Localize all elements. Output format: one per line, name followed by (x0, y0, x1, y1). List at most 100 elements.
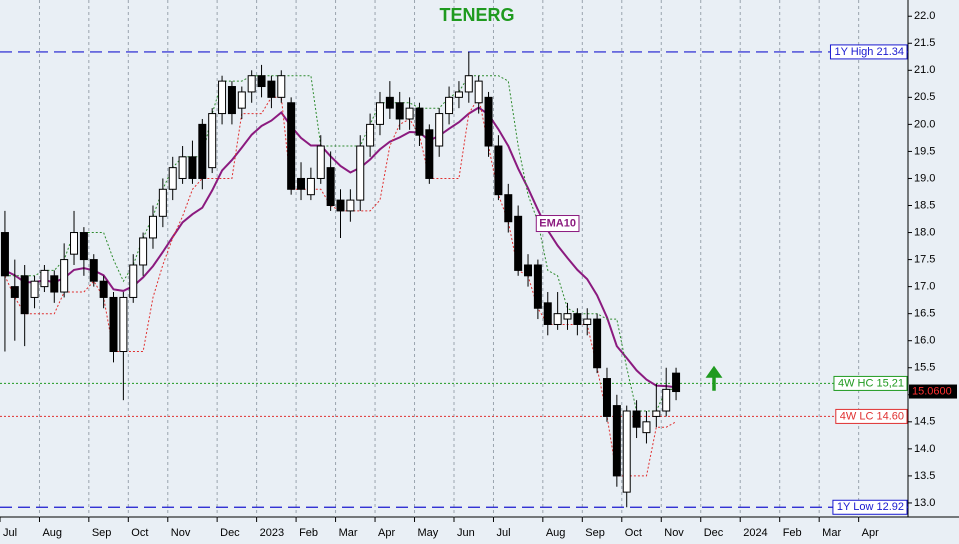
candle-body (405, 107, 414, 120)
plot-area (0, 51, 908, 508)
candle-body (0, 232, 9, 277)
x-tick-label: Oct (625, 527, 642, 539)
candle-body (622, 410, 631, 493)
candle-body (543, 302, 552, 325)
x-tick-label: Feb (299, 527, 318, 539)
candle-body (257, 75, 266, 88)
x-tick-label: Oct (131, 527, 148, 539)
ema-label-box (535, 215, 580, 233)
overlay: 1Y High 21.34 4W HC 15,21 4W LC 14.60 1Y Lo… (535, 44, 957, 515)
y-tick-label: 20.5 (914, 91, 935, 103)
candle-body (218, 80, 227, 115)
candle-body (484, 96, 493, 147)
reference-label-box (832, 499, 908, 515)
candle-body (425, 129, 434, 179)
candle-body (632, 410, 641, 428)
x-tick-label: Dec (704, 527, 724, 539)
candle-body (573, 313, 582, 325)
ema-label: EMA10 (539, 217, 576, 229)
y-tick-label: 16.5 (914, 308, 935, 320)
candle-body (20, 275, 29, 315)
candle-body (346, 199, 355, 212)
candle-body (474, 80, 483, 104)
y-tick-label: 21.5 (914, 37, 935, 49)
reference-label-box (835, 408, 908, 424)
y-tick-label: 15.5 (914, 362, 935, 374)
x-tick-label: Apr (862, 527, 879, 539)
candle-body (336, 199, 345, 212)
candle-body (306, 177, 315, 196)
candle-body (178, 156, 187, 179)
candle-body (287, 102, 296, 190)
reference-label: 1Y High 21.34 (834, 46, 904, 58)
y-tick-label: 22.0 (914, 10, 935, 22)
y-tick-label: 21.0 (914, 64, 935, 76)
candle-body (494, 145, 503, 196)
candle-body (168, 167, 177, 190)
candle-body (129, 264, 138, 298)
candle-body (642, 421, 651, 434)
candle-body (208, 113, 217, 169)
y-tick-label: 14.5 (914, 416, 935, 428)
ema-line (4, 106, 677, 389)
candle-body (662, 388, 671, 412)
candle-body (356, 145, 365, 201)
candle-body (119, 296, 128, 353)
candle-body (385, 96, 394, 109)
candle-body (267, 80, 276, 98)
candle-body (99, 280, 108, 298)
candle-body (524, 264, 533, 277)
candle-body (454, 91, 463, 98)
x-tick-label: Jun (457, 527, 475, 539)
candle-body (70, 232, 79, 255)
x-tick-label: Nov (171, 527, 191, 539)
candle-body (553, 313, 562, 325)
y-tick-label: 13.0 (914, 497, 935, 509)
y-tick-label: 17.5 (914, 253, 935, 265)
reference-label: 1Y Low 12.92 (837, 501, 904, 513)
candle-body (652, 410, 661, 417)
grid: 13.013.514.014.515.015.516.016.517.017.5… (0, 0, 935, 539)
reference-label: 4W HC 15,21 (838, 377, 904, 389)
x-tick-label: 2023 (260, 527, 284, 539)
reference-label-box (833, 375, 908, 391)
candle-body (464, 75, 473, 93)
candle-body (89, 259, 98, 282)
x-tick-label: Feb (783, 527, 802, 539)
candle-body (109, 296, 118, 353)
candle-body (10, 286, 19, 298)
x-tick-label: Mar (822, 527, 841, 539)
last-price-box (909, 384, 957, 399)
reference-label-box (829, 44, 908, 60)
candle-body (237, 91, 246, 109)
y-tick-label: 19.5 (914, 145, 935, 157)
candle-body (375, 102, 384, 125)
last-price-label: 15.0600 (912, 385, 952, 397)
candle-body (297, 177, 306, 190)
x-tick-label: May (418, 527, 439, 539)
x-tick-label: 2024 (743, 527, 767, 539)
candle-body (445, 96, 454, 115)
x-tick-label: Sep (92, 527, 112, 539)
candle-body (188, 156, 197, 179)
candle-body (583, 318, 592, 325)
x-tick-label: Mar (339, 527, 358, 539)
candle-body (593, 318, 602, 369)
candle-body (60, 259, 69, 293)
x-tick-label: Sep (585, 527, 605, 539)
x-tick-label: Jul (496, 527, 510, 539)
y-tick-label: 18.0 (914, 226, 935, 238)
y-tick-label: 13.5 (914, 470, 935, 482)
up-arrow-icon (705, 365, 723, 391)
channel-line (4, 75, 677, 412)
candle-body (514, 215, 523, 271)
x-tick-label: Jul (3, 527, 17, 539)
x-tick-label: Apr (378, 527, 395, 539)
candle-body (40, 269, 49, 288)
x-tick-label: Dec (220, 527, 240, 539)
candle-body (612, 405, 621, 477)
candle-body (316, 145, 325, 179)
candle-body (533, 264, 542, 309)
candle-body (672, 372, 681, 393)
